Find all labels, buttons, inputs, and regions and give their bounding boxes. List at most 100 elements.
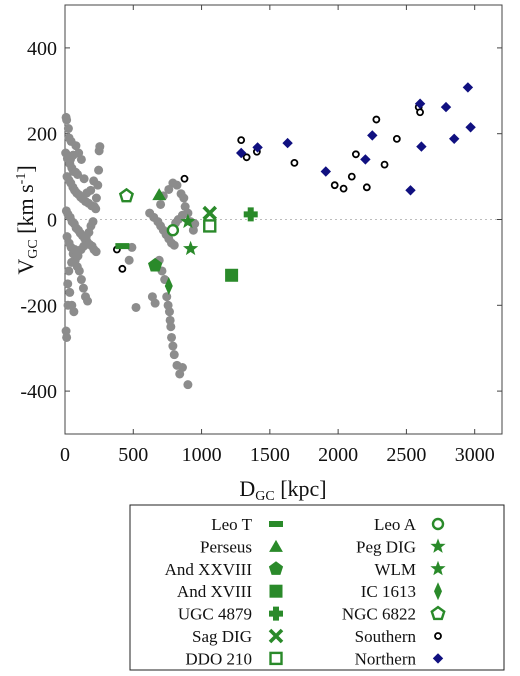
- leo-t-point: [115, 243, 130, 250]
- background-point: [88, 217, 98, 227]
- background-point: [61, 326, 71, 336]
- legend-marker-dash: [269, 521, 283, 527]
- background-point: [89, 176, 99, 186]
- legend-label: Sag DIG: [192, 627, 252, 646]
- background-point: [164, 307, 174, 317]
- background-point: [82, 188, 92, 198]
- background-point: [65, 287, 75, 297]
- southern-point: [372, 115, 381, 124]
- northern-point: [236, 147, 247, 159]
- x-tick-label: 3000: [455, 444, 495, 466]
- southern-point: [351, 150, 360, 159]
- northern-point: [440, 101, 452, 113]
- perseus-point: [152, 188, 167, 201]
- background-point: [62, 332, 72, 342]
- southern-point: [242, 153, 251, 162]
- x-tick-label: 1500: [250, 444, 290, 466]
- ugc-4879-point: [243, 207, 258, 222]
- legend-marker-thin-diamond: [434, 582, 442, 601]
- southern-point: [339, 184, 348, 193]
- legend-marker-pentagon: [268, 561, 284, 575]
- x-tick-label: 2500: [386, 444, 426, 466]
- northern-point: [320, 166, 331, 177]
- background-point: [127, 242, 137, 252]
- legend-label: WLM: [374, 560, 416, 579]
- legend-label: Peg DIG: [356, 537, 416, 556]
- and-xxviii-point: [148, 257, 163, 272]
- legend-marker-open-square: [269, 651, 283, 666]
- legend-marker-open-circle: [434, 632, 442, 640]
- and-xviii-point: [225, 268, 239, 282]
- background-point: [63, 124, 73, 134]
- southern-point: [347, 172, 356, 181]
- legend-marker-plus: [269, 606, 283, 621]
- background-point: [64, 266, 74, 276]
- background-point: [65, 154, 75, 164]
- x-tick-label: 1000: [182, 444, 222, 466]
- legend-marker-open-circle-green: [431, 517, 445, 531]
- y-tick-label: 0: [47, 210, 57, 232]
- y-tick-label: -200: [20, 295, 57, 317]
- background-point: [62, 115, 72, 125]
- legend-label: Leo T: [211, 515, 252, 534]
- legend-label: UGC 4879: [178, 605, 252, 624]
- background-point: [169, 240, 179, 250]
- background-point: [168, 341, 178, 351]
- northern-point: [416, 141, 427, 152]
- northern-point: [465, 122, 476, 133]
- legend-label: IC 1613: [361, 582, 416, 601]
- legend-marker-cross: [268, 628, 284, 644]
- southern-point: [416, 108, 424, 117]
- background-point: [156, 199, 166, 209]
- wlm-point: [183, 240, 199, 256]
- background-point: [172, 180, 182, 190]
- legend-box: [129, 504, 505, 671]
- data-points: [61, 82, 476, 390]
- background-point: [95, 142, 105, 152]
- background-point: [78, 283, 88, 293]
- y-tick-label: -400: [20, 381, 57, 403]
- dwarf-galaxy-markers: [115, 187, 258, 295]
- southern-point: [380, 160, 389, 169]
- background-point: [73, 169, 83, 179]
- peg-dig-point: [180, 213, 196, 229]
- legend-label: Perseus: [200, 537, 252, 556]
- legend-label: And XVIII: [177, 582, 252, 601]
- legend-marker-open-pentagon: [430, 605, 446, 621]
- background-point: [63, 300, 73, 310]
- x-tick-label: 500: [118, 444, 148, 466]
- background-point: [177, 363, 187, 373]
- x-tick-label: 2000: [318, 444, 358, 466]
- background-point: [183, 380, 193, 390]
- southern-point: [290, 158, 299, 167]
- legend: Leo T Perseus And XXVIII And XVIII UGC 4879 S…: [165, 515, 446, 668]
- background-point: [164, 184, 174, 194]
- legend-label: And XXVIII: [165, 560, 253, 579]
- background-point: [63, 279, 73, 289]
- background-point: [169, 350, 179, 360]
- legend-marker-diamond: [432, 653, 444, 664]
- ddo-210-point: [203, 219, 217, 233]
- ngc-6822-point: [118, 187, 135, 203]
- northern-point: [367, 130, 378, 141]
- background-point: [71, 141, 81, 151]
- legend-marker-triangle: [269, 539, 283, 552]
- background-point: [69, 307, 79, 317]
- legend-label: Southern: [355, 627, 417, 646]
- sag-dig-point: [202, 205, 218, 221]
- x-axis-label: DGC [kpc]: [239, 476, 326, 504]
- background-point: [162, 292, 172, 302]
- background-point: [131, 302, 141, 312]
- background-point: [150, 298, 160, 308]
- southern-point: [330, 181, 339, 190]
- background-point: [91, 247, 101, 257]
- background-point: [167, 332, 177, 342]
- y-tick-label: 200: [27, 124, 57, 146]
- legend-marker-star: [430, 538, 446, 553]
- northern-point: [252, 142, 263, 153]
- background-point: [83, 296, 93, 306]
- northern-point: [462, 82, 474, 93]
- northern-point: [414, 98, 426, 109]
- northern-point: [405, 185, 416, 196]
